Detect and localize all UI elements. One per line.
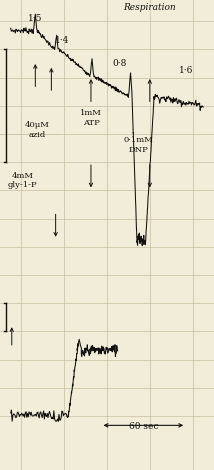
Text: 0·8: 0·8 [113,59,127,68]
Text: 0·1mM
DNP: 0·1mM DNP [123,136,153,154]
Text: 1·4: 1·4 [55,36,69,45]
Text: 40μM
azid: 40μM azid [25,121,50,139]
Text: 1mM
ATP: 1mM ATP [80,109,102,127]
Text: 60 sec: 60 sec [129,423,158,431]
Text: 1·6: 1·6 [179,66,193,75]
Text: Respiration: Respiration [123,3,176,12]
Text: 1·5: 1·5 [28,14,43,23]
Text: 4mM
gly-1-P: 4mM gly-1-P [8,172,37,189]
